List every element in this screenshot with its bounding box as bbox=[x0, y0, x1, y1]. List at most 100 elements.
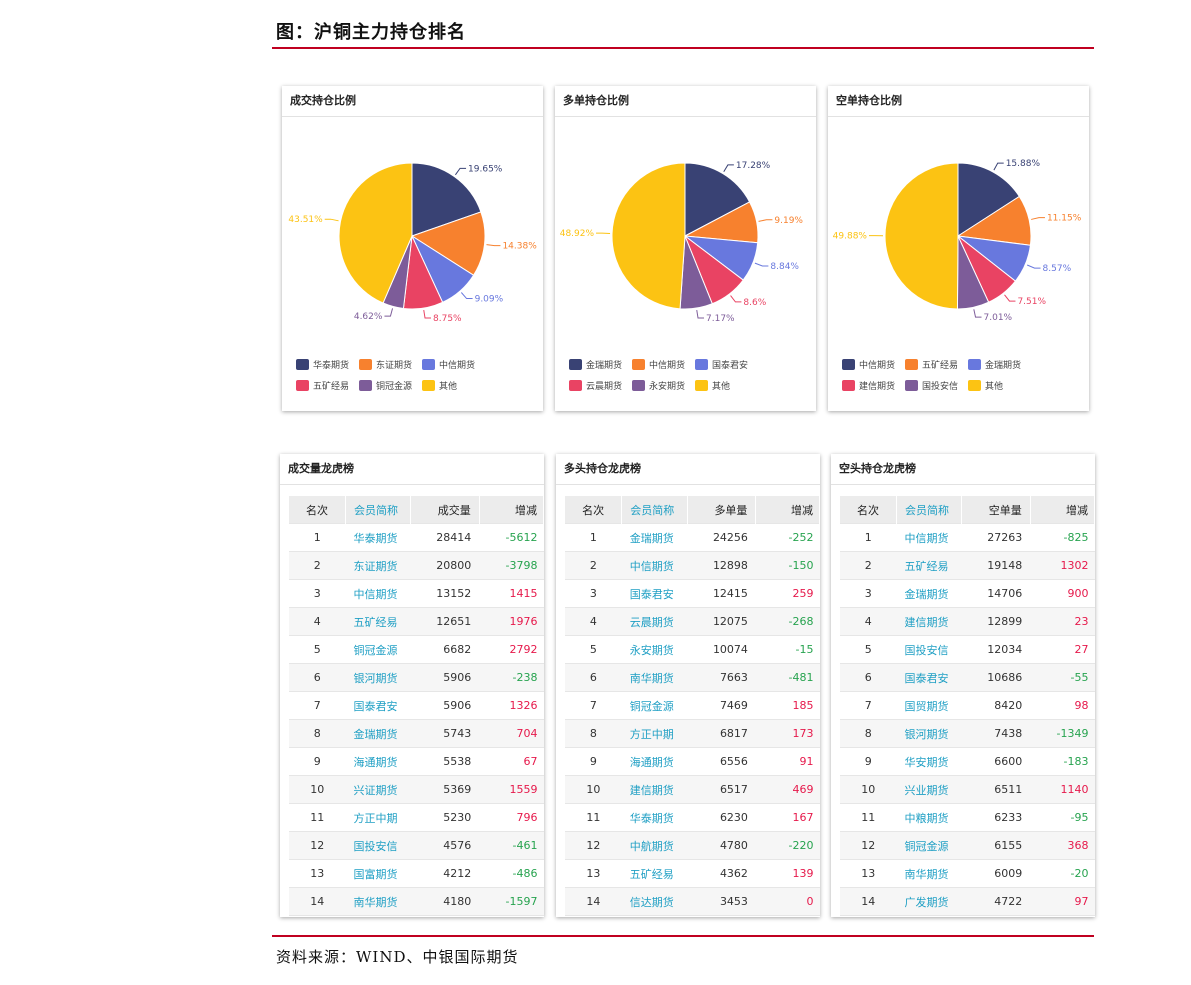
member-name-cell[interactable]: 银河期货 bbox=[896, 719, 962, 748]
legend-item[interactable]: 云晨期货 bbox=[569, 379, 622, 392]
member-name-cell[interactable]: 方正中期 bbox=[345, 803, 411, 832]
ranking-table: 名次 会员简称 多单量 增减 1 金瑞期货 24256 -252 2 中信期货 12898 -150 3… bbox=[565, 496, 820, 917]
member-name-cell[interactable]: 南华期货 bbox=[621, 663, 688, 692]
change-cell: -220 bbox=[755, 831, 820, 860]
member-name-cell[interactable]: 银河期货 bbox=[345, 663, 411, 692]
legend-item[interactable]: 五矿经易 bbox=[296, 379, 349, 392]
table-header-cell[interactable]: 名次 bbox=[289, 496, 346, 524]
member-name-cell[interactable]: 南华期货 bbox=[896, 859, 962, 888]
member-name-cell[interactable]: 银河期货 bbox=[621, 915, 688, 917]
table-header-cell[interactable]: 增减 bbox=[1030, 496, 1095, 524]
member-name-cell[interactable]: 五矿经易 bbox=[896, 551, 962, 580]
pie-legend: 中信期货 五矿经易 金瑞期货建信期货 国投安信 其他 bbox=[842, 358, 1092, 400]
member-name-cell[interactable]: 华泰期货 bbox=[345, 523, 411, 552]
legend-item[interactable]: 中信期货 bbox=[422, 358, 475, 371]
member-name-cell[interactable]: 中信期货 bbox=[345, 579, 411, 608]
member-name-cell[interactable]: 方正中期 bbox=[621, 719, 688, 748]
member-name-cell[interactable]: 国贸期货 bbox=[896, 691, 962, 720]
value-cell: 4212 bbox=[410, 859, 480, 888]
legend-item[interactable]: 其他 bbox=[968, 379, 1003, 392]
rank-cell: 9 bbox=[565, 747, 622, 776]
member-name-cell[interactable]: 国投安信 bbox=[896, 635, 962, 664]
member-name-cell[interactable]: 中信期货 bbox=[621, 551, 688, 580]
table-header-cell[interactable]: 空单量 bbox=[961, 496, 1031, 524]
legend-swatch bbox=[632, 380, 646, 391]
legend-item[interactable]: 国投安信 bbox=[905, 379, 958, 392]
member-name-cell[interactable]: 国泰君安 bbox=[896, 663, 962, 692]
legend-label: 金瑞期货 bbox=[985, 361, 1022, 371]
member-name-cell[interactable]: 广发期货 bbox=[896, 887, 962, 916]
member-name-cell[interactable]: 金瑞期货 bbox=[345, 719, 411, 748]
member-name-cell[interactable]: 国富期货 bbox=[345, 859, 411, 888]
table-header-cell[interactable]: 会员简称 bbox=[345, 496, 412, 524]
legend-item[interactable]: 中信期货 bbox=[632, 358, 685, 371]
table-row: 10 建信期货 6517 469 bbox=[565, 775, 820, 804]
member-name-cell[interactable]: 铜冠金源 bbox=[345, 635, 411, 664]
change-cell: 0 bbox=[755, 887, 820, 916]
member-name-cell[interactable]: 国投安信 bbox=[345, 831, 411, 860]
legend-item[interactable]: 五矿经易 bbox=[905, 358, 958, 371]
member-name-cell[interactable]: 东证期货 bbox=[345, 551, 411, 580]
member-name-cell[interactable]: 中粮期货 bbox=[896, 803, 962, 832]
member-name-cell[interactable]: 中信期货 bbox=[896, 523, 962, 552]
value-cell: 6511 bbox=[961, 775, 1031, 804]
pie-card-title: 成交持仓比例 bbox=[282, 86, 543, 117]
member-name-cell[interactable]: 建信期货 bbox=[896, 607, 962, 636]
change-cell: 167 bbox=[755, 803, 820, 832]
member-name-cell[interactable]: 华安期货 bbox=[896, 747, 962, 776]
member-name-cell[interactable]: 铜冠金源 bbox=[621, 691, 688, 720]
legend-label: 国投安信 bbox=[922, 382, 959, 392]
table-header-cell[interactable]: 增减 bbox=[755, 496, 820, 524]
table-header-cell[interactable]: 多单量 bbox=[687, 496, 757, 524]
pie-value-label: 15.88% bbox=[1006, 159, 1041, 169]
table-header-cell[interactable]: 增减 bbox=[479, 496, 544, 524]
member-name-cell[interactable]: 金瑞期货 bbox=[896, 579, 962, 608]
rank-cell: 11 bbox=[289, 803, 346, 832]
table-row: 6 国泰君安 10686 -55 bbox=[840, 663, 1095, 692]
member-name-cell[interactable]: 五矿经易 bbox=[345, 607, 411, 636]
member-name-cell[interactable]: 信达期货 bbox=[621, 887, 688, 916]
member-name-cell[interactable]: 兴证期货 bbox=[345, 775, 411, 804]
table-header-cell[interactable]: 会员简称 bbox=[896, 496, 963, 524]
legend-item[interactable]: 铜冠金源 bbox=[359, 379, 412, 392]
legend-item[interactable]: 永安期货 bbox=[632, 379, 685, 392]
member-name-cell[interactable]: 国泰君安 bbox=[345, 691, 411, 720]
member-name-cell[interactable]: 国泰君安 bbox=[621, 579, 688, 608]
legend-item[interactable]: 建信期货 bbox=[842, 379, 895, 392]
pie-slice bbox=[684, 162, 751, 237]
member-name-cell[interactable]: 永安期货 bbox=[621, 635, 688, 664]
table-header-cell[interactable]: 成交量 bbox=[410, 496, 480, 524]
table-row: 11 华泰期货 6230 167 bbox=[565, 803, 820, 832]
legend-item[interactable]: 金瑞期货 bbox=[569, 358, 622, 371]
legend-item[interactable]: 其他 bbox=[422, 379, 457, 392]
table-header-cell[interactable]: 名次 bbox=[840, 496, 897, 524]
member-name-cell[interactable]: 华泰期货 bbox=[621, 803, 688, 832]
member-name-cell[interactable]: 南华期货 bbox=[345, 887, 411, 916]
member-name-cell[interactable]: 国信期货 bbox=[345, 915, 411, 917]
change-cell: 1302 bbox=[1030, 551, 1095, 580]
value-cell: 12898 bbox=[687, 551, 756, 580]
table-header-cell[interactable]: 名次 bbox=[565, 496, 623, 524]
member-name-cell[interactable]: 建信期货 bbox=[621, 775, 688, 804]
table-header-cell[interactable]: 会员简称 bbox=[621, 496, 688, 524]
legend-item[interactable]: 国泰君安 bbox=[695, 358, 748, 371]
legend-item[interactable]: 中信期货 bbox=[842, 358, 895, 371]
rank-cell: 6 bbox=[840, 663, 897, 692]
member-name-cell[interactable]: 五矿经易 bbox=[621, 859, 688, 888]
change-cell: -3798 bbox=[479, 551, 544, 580]
rank-cell: 7 bbox=[840, 691, 897, 720]
legend-item[interactable]: 东证期货 bbox=[359, 358, 412, 371]
member-name-cell[interactable]: 兴业期货 bbox=[896, 775, 962, 804]
member-name-cell[interactable]: 云晨期货 bbox=[621, 607, 688, 636]
member-name-cell[interactable]: 铜冠金源 bbox=[896, 831, 962, 860]
table-row: 14 信达期货 3453 0 bbox=[565, 887, 820, 916]
legend-item[interactable]: 金瑞期货 bbox=[968, 358, 1021, 371]
member-name-cell[interactable]: 海通期货 bbox=[345, 747, 411, 776]
member-name-cell[interactable]: 华泰期货 bbox=[896, 915, 962, 917]
member-name-cell[interactable]: 中航期货 bbox=[621, 831, 688, 860]
value-cell: 19148 bbox=[961, 551, 1031, 580]
legend-item[interactable]: 其他 bbox=[695, 379, 730, 392]
member-name-cell[interactable]: 海通期货 bbox=[621, 747, 688, 776]
legend-item[interactable]: 华泰期货 bbox=[296, 358, 349, 371]
member-name-cell[interactable]: 金瑞期货 bbox=[621, 523, 688, 552]
